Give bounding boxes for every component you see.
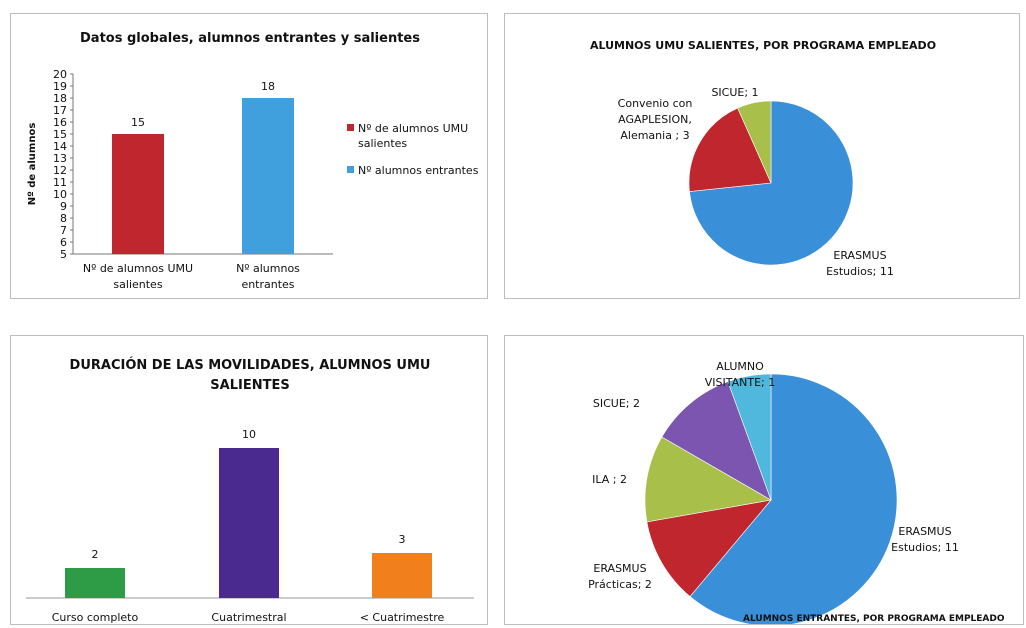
pie-slice-label: SICUE; 1: [711, 86, 758, 99]
x-category-label: salientes: [113, 278, 162, 291]
pie-slice-label: AGAPLESION,: [618, 113, 692, 126]
pie-slice-label: VISITANTE; 1: [705, 376, 776, 389]
y-tick-label: 5: [60, 248, 67, 261]
x-category-label: entrantes: [241, 278, 294, 291]
chart-title: ALUMNOS ENTRANTES, POR PROGRAMA EMPLEADO: [743, 614, 1005, 624]
bar-value-label: 18: [261, 80, 275, 93]
chart-title: ALUMNOS UMU SALIENTES, POR PROGRAMA EMPL…: [590, 39, 936, 52]
pie-slice-label: Prácticas; 2: [588, 578, 652, 591]
pie-slice-label: Alemania ; 3: [620, 129, 689, 142]
bar-value-label: 3: [399, 533, 406, 546]
y-tick-label: 14: [53, 140, 67, 153]
pie-slice-label: ERASMUS: [593, 562, 646, 575]
y-tick-label: 8: [60, 212, 67, 225]
bar-1: [219, 448, 279, 598]
y-tick-label: 18: [53, 92, 67, 105]
y-tick-label: 11: [53, 176, 67, 189]
pie-slice-2: [737, 100, 772, 184]
x-category-label: Nº alumnos: [236, 262, 300, 275]
bar-1: [242, 98, 294, 254]
legend-swatch-0: [347, 124, 354, 131]
chart-outgoing-by-program: ALUMNOS UMU SALIENTES, POR PROGRAMA EMPL…: [504, 13, 1020, 299]
legend-label: Nº de alumnos UMU: [358, 122, 468, 135]
bar-value-label: 2: [92, 548, 99, 561]
bar-value-label: 10: [242, 428, 256, 441]
pie-slice-1: [646, 499, 772, 597]
chart-incoming-by-program: ERASMUS Estudios; 11 ERASMUS Prácticas; 2 IL…: [504, 335, 1024, 625]
duration-bar-chart: DURACIÓN DE LAS MOVILIDADES, ALUMNOS UMU…: [26, 357, 474, 624]
x-category-label: < Cuatrimestre: [360, 611, 445, 624]
pie-slice-label: Estudios; 11: [826, 265, 894, 278]
y-tick-label: 20: [53, 68, 67, 81]
bar-2: [372, 553, 432, 598]
chart-title: SALIENTES: [210, 378, 289, 393]
incoming-pie-chart: ERASMUS Estudios; 11 ERASMUS Prácticas; 2 IL…: [588, 360, 1005, 624]
x-category-label: Curso completo: [52, 611, 139, 624]
pie-slice-label: ERASMUS: [833, 249, 886, 262]
y-tick-label: 7: [60, 224, 67, 237]
y-tick-label: 16: [53, 116, 67, 129]
y-tick-label: 9: [60, 200, 67, 213]
y-tick-label: 6: [60, 236, 67, 249]
chart-title: Datos globales, alumnos entrantes y sali…: [80, 31, 420, 46]
bar-0: [112, 134, 164, 254]
global-bar-chart: Datos globales, alumnos entrantes y sali…: [27, 31, 479, 291]
pie-slice-1: [688, 107, 772, 192]
bar-value-label: 15: [131, 116, 145, 129]
pie-slice-2: [644, 436, 772, 523]
outgoing-pie-chart: ALUMNOS UMU SALIENTES, POR PROGRAMA EMPL…: [590, 39, 936, 278]
pie-slice-label: ALUMNO: [716, 360, 764, 373]
pie-slice-4: [727, 373, 772, 501]
pie-slice-label: Estudios; 11: [891, 541, 959, 554]
y-tick-label: 13: [53, 152, 67, 165]
bar-0: [65, 568, 125, 598]
legend-label: Nº alumnos entrantes: [358, 164, 479, 177]
pie-slice-label: ILA ; 2: [592, 473, 627, 486]
pie-slice-3: [661, 381, 772, 501]
legend-swatch-1: [347, 166, 354, 173]
y-tick-label: 19: [53, 80, 67, 93]
pie-slice-label: Convenio con: [618, 97, 693, 110]
y-tick-label: 17: [53, 104, 67, 117]
y-tick-label: 12: [53, 164, 67, 177]
pie-slice-label: ERASMUS: [898, 525, 951, 538]
y-tick-label: 10: [53, 188, 67, 201]
y-tick-label: 15: [53, 128, 67, 141]
x-category-label: Cuatrimestral: [211, 611, 286, 624]
chart-global-data: Datos globales, alumnos entrantes y sali…: [10, 13, 488, 299]
y-axis-label: Nº de alumnos: [27, 123, 38, 206]
legend-label: salientes: [358, 137, 407, 150]
chart-title: DURACIÓN DE LAS MOVILIDADES, ALUMNOS UMU: [70, 357, 431, 373]
pie-slice-0: [689, 373, 898, 624]
x-category-label: Nº de alumnos UMU: [83, 262, 193, 275]
pie-slice-label: SICUE; 2: [593, 397, 640, 410]
chart-mobility-duration: DURACIÓN DE LAS MOVILIDADES, ALUMNOS UMU…: [10, 335, 488, 625]
